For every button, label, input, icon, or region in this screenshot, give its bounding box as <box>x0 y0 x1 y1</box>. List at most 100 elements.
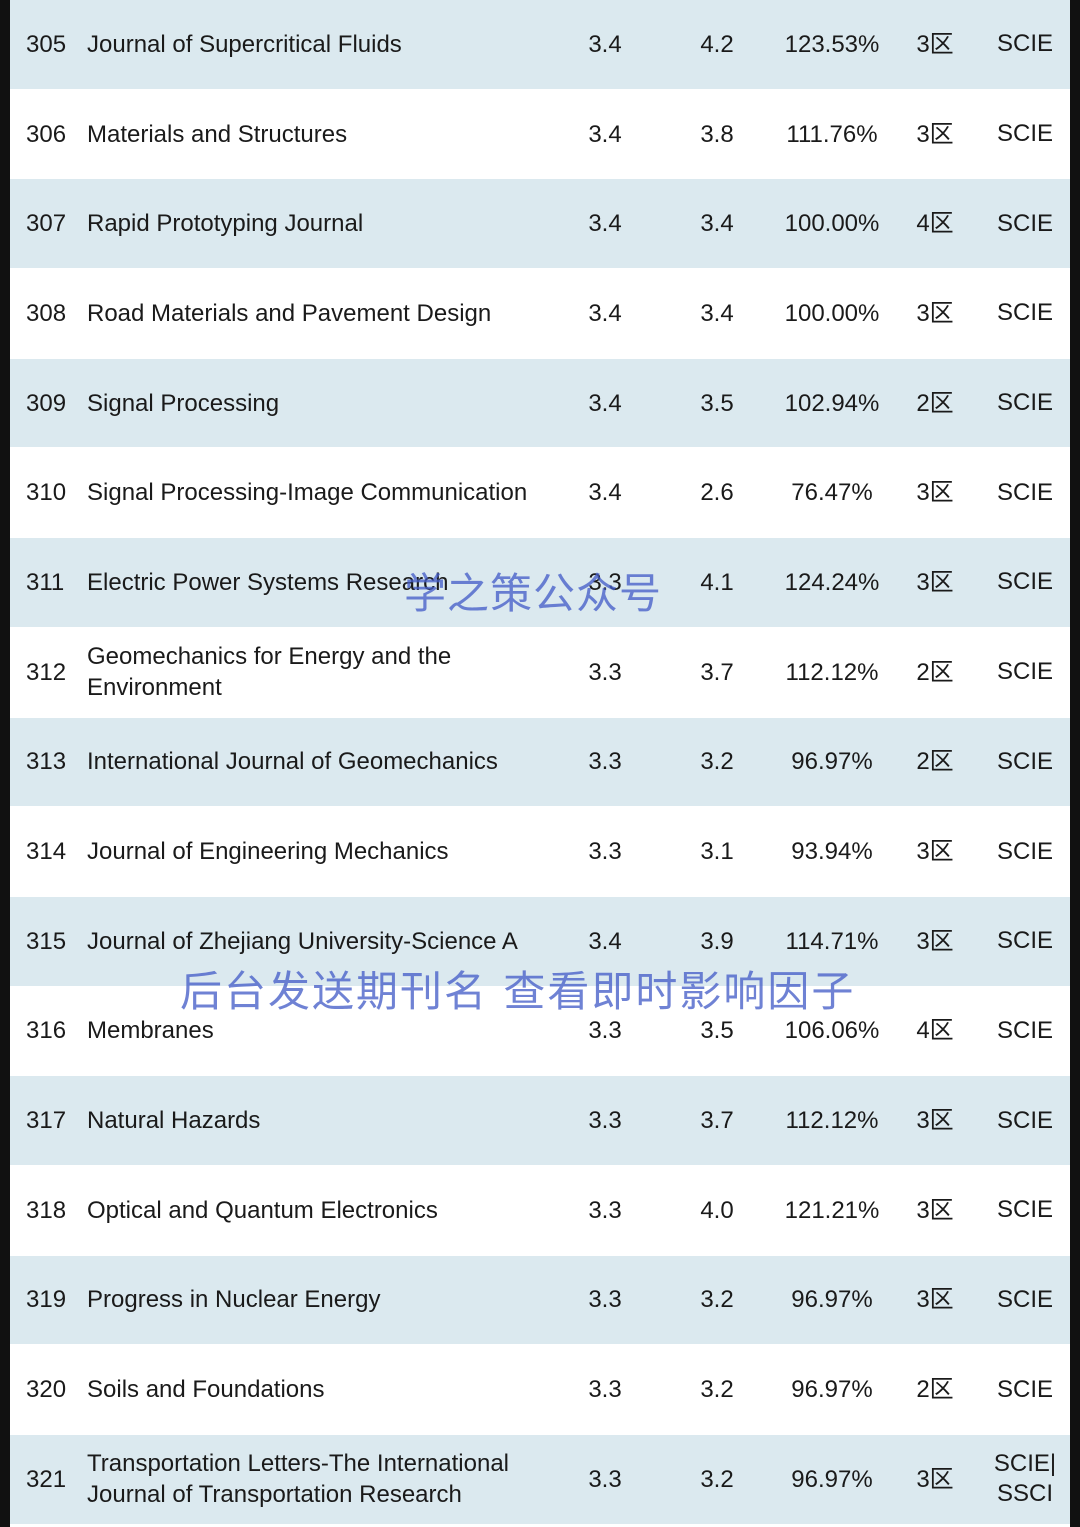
impact-factor-cell: 3.3 <box>588 748 622 776</box>
table-row: 312 Geomechanics for Energy and the Envir… <box>10 627 1070 718</box>
right-border <box>1070 0 1080 1527</box>
ratio-cell: 124.24% <box>784 568 880 596</box>
journal-name-cell: Optical and Quantum Electronics <box>87 1196 438 1224</box>
table-row: 308 Road Materials and Pavement Design 3.4… <box>10 269 1070 359</box>
index-cell: SCIE <box>996 927 1053 955</box>
rank-cell: 314 <box>26 838 67 866</box>
realtime-impact-factor-cell: 3.5 <box>700 1017 734 1045</box>
journal-name-cell: Road Materials and Pavement Design <box>87 299 492 327</box>
journal-name-cell: Journal of Zhejiang University-Science A <box>87 927 518 955</box>
zone-cell: 2区 <box>916 748 954 776</box>
zone-cell: 3区 <box>916 120 954 148</box>
zone-cell: 3区 <box>916 838 954 866</box>
journal-name-cell: Signal Processing-Image Communication <box>87 479 528 507</box>
realtime-impact-factor-cell: 3.2 <box>700 1286 734 1314</box>
index-cell: SCIE <box>996 837 1053 865</box>
zone-cell: 4区 <box>916 210 954 238</box>
realtime-impact-factor-cell: 3.2 <box>700 748 734 776</box>
table-row: 310 Signal Processing-Image Communication… <box>10 448 1070 539</box>
impact-factor-cell: 3.3 <box>588 1376 622 1404</box>
impact-factor-cell: 3.4 <box>588 479 622 507</box>
ratio-cell: 111.76% <box>786 120 878 148</box>
ratio-cell: 112.12% <box>785 1107 879 1135</box>
index-cell: SCIE <box>996 1375 1053 1403</box>
realtime-impact-factor-cell: 3.7 <box>700 1107 734 1135</box>
ratio-cell: 96.97% <box>791 1465 873 1493</box>
impact-factor-cell: 3.4 <box>588 30 622 58</box>
zone-cell: 3区 <box>916 299 954 327</box>
journal-name-cell: Transportation Letters-The International… <box>87 1450 510 1509</box>
zone-cell: 3区 <box>916 479 954 507</box>
journal-name-cell: Progress in Nuclear Energy <box>87 1286 381 1314</box>
table-row: 318 Optical and Quantum Electronics 3.3 4.0… <box>10 1165 1070 1256</box>
table-row: 314 Journal of Engineering Mechanics 3.3 3.… <box>10 807 1070 897</box>
journal-name-cell: Geomechanics for Energy and the Environm… <box>87 643 452 702</box>
impact-factor-cell: 3.3 <box>588 568 622 596</box>
ratio-cell: 106.06% <box>784 1017 880 1045</box>
table-row: 307 Rapid Prototyping Journal 3.4 3.4 100.00… <box>10 179 1070 270</box>
table-row: 319 Progress in Nuclear Energy 3.3 3.2 96.97… <box>10 1255 1070 1346</box>
realtime-impact-factor-cell: 4.1 <box>700 568 734 596</box>
rank-cell: 313 <box>26 748 67 776</box>
impact-factor-cell: 3.3 <box>588 1017 622 1045</box>
impact-factor-cell: 3.3 <box>588 1196 622 1224</box>
ratio-cell: 102.94% <box>784 389 880 417</box>
realtime-impact-factor-cell: 3.9 <box>700 927 734 955</box>
impact-factor-cell: 3.4 <box>588 389 622 417</box>
journal-name-cell: Natural Hazards <box>87 1107 261 1135</box>
impact-factor-cell: 3.4 <box>588 299 622 327</box>
index-cell: SCIE <box>996 1106 1053 1134</box>
journal-name-cell: Journal of Supercritical Fluids <box>87 30 402 58</box>
rank-cell: 311 <box>26 568 65 596</box>
index-cell: SCIE <box>996 1285 1053 1313</box>
index-cell: SCIE <box>996 389 1053 417</box>
zone-cell: 3区 <box>916 568 954 596</box>
journal-name-cell: Membranes <box>87 1017 214 1045</box>
impact-factor-cell: 3.3 <box>588 1465 622 1493</box>
rank-cell: 307 <box>26 210 67 238</box>
ratio-cell: 96.97% <box>791 1376 873 1404</box>
realtime-impact-factor-cell: 3.2 <box>700 1465 734 1493</box>
ratio-cell: 114.71% <box>785 927 879 955</box>
ratio-cell: 112.12% <box>785 658 879 686</box>
ratio-cell: 96.97% <box>791 1286 873 1314</box>
impact-factor-cell: 3.4 <box>588 927 622 955</box>
table-row: 305 Journal of Supercritical Fluids 3.4 4.2… <box>10 0 1070 90</box>
impact-factor-cell: 3.4 <box>588 120 622 148</box>
impact-factor-cell: 3.4 <box>588 210 622 238</box>
index-cell: SCIE <box>996 1016 1053 1044</box>
index-cell: SCIE| SSCI <box>993 1450 1057 1508</box>
impact-factor-cell: 3.3 <box>588 1286 622 1314</box>
index-cell: SCIE <box>996 478 1053 506</box>
index-cell: SCIE <box>996 209 1053 237</box>
rank-cell: 309 <box>26 389 67 417</box>
realtime-impact-factor-cell: 3.5 <box>700 389 734 417</box>
table-row: 311 Electric Power Systems Research 3.3 4.1… <box>10 538 1070 628</box>
ratio-cell: 100.00% <box>784 210 880 238</box>
rank-cell: 315 <box>26 927 67 955</box>
realtime-impact-factor-cell: 3.7 <box>700 658 734 686</box>
zone-cell: 2区 <box>916 1376 954 1404</box>
impact-factor-cell: 3.3 <box>588 1107 622 1135</box>
zone-cell: 2区 <box>916 658 954 686</box>
rank-cell: 305 <box>26 30 67 58</box>
journal-name-cell: International Journal of Geomechanics <box>87 748 498 776</box>
rank-cell: 318 <box>26 1196 67 1224</box>
impact-factor-cell: 3.3 <box>588 658 622 686</box>
impact-factor-cell: 3.3 <box>588 838 622 866</box>
journal-table: 305 Journal of Supercritical Fluids 3.4 4.2… <box>10 0 1070 1525</box>
rank-cell: 312 <box>26 658 67 686</box>
journal-name-cell: Signal Processing <box>87 389 280 417</box>
zone-cell: 2区 <box>916 389 954 417</box>
ratio-cell: 96.97% <box>791 748 873 776</box>
ratio-cell: 121.21% <box>784 1196 880 1224</box>
zone-cell: 3区 <box>916 927 954 955</box>
table-row: 316 Membranes 3.3 3.5 106.06% 4区 SCIE <box>10 986 1070 1077</box>
index-cell: SCIE <box>996 747 1053 775</box>
journal-name-cell: Rapid Prototyping Journal <box>87 210 364 238</box>
zone-cell: 3区 <box>916 1107 954 1135</box>
left-border <box>0 0 10 1527</box>
realtime-impact-factor-cell: 3.1 <box>700 838 734 866</box>
realtime-impact-factor-cell: 3.4 <box>700 210 734 238</box>
rank-cell: 319 <box>26 1286 67 1314</box>
